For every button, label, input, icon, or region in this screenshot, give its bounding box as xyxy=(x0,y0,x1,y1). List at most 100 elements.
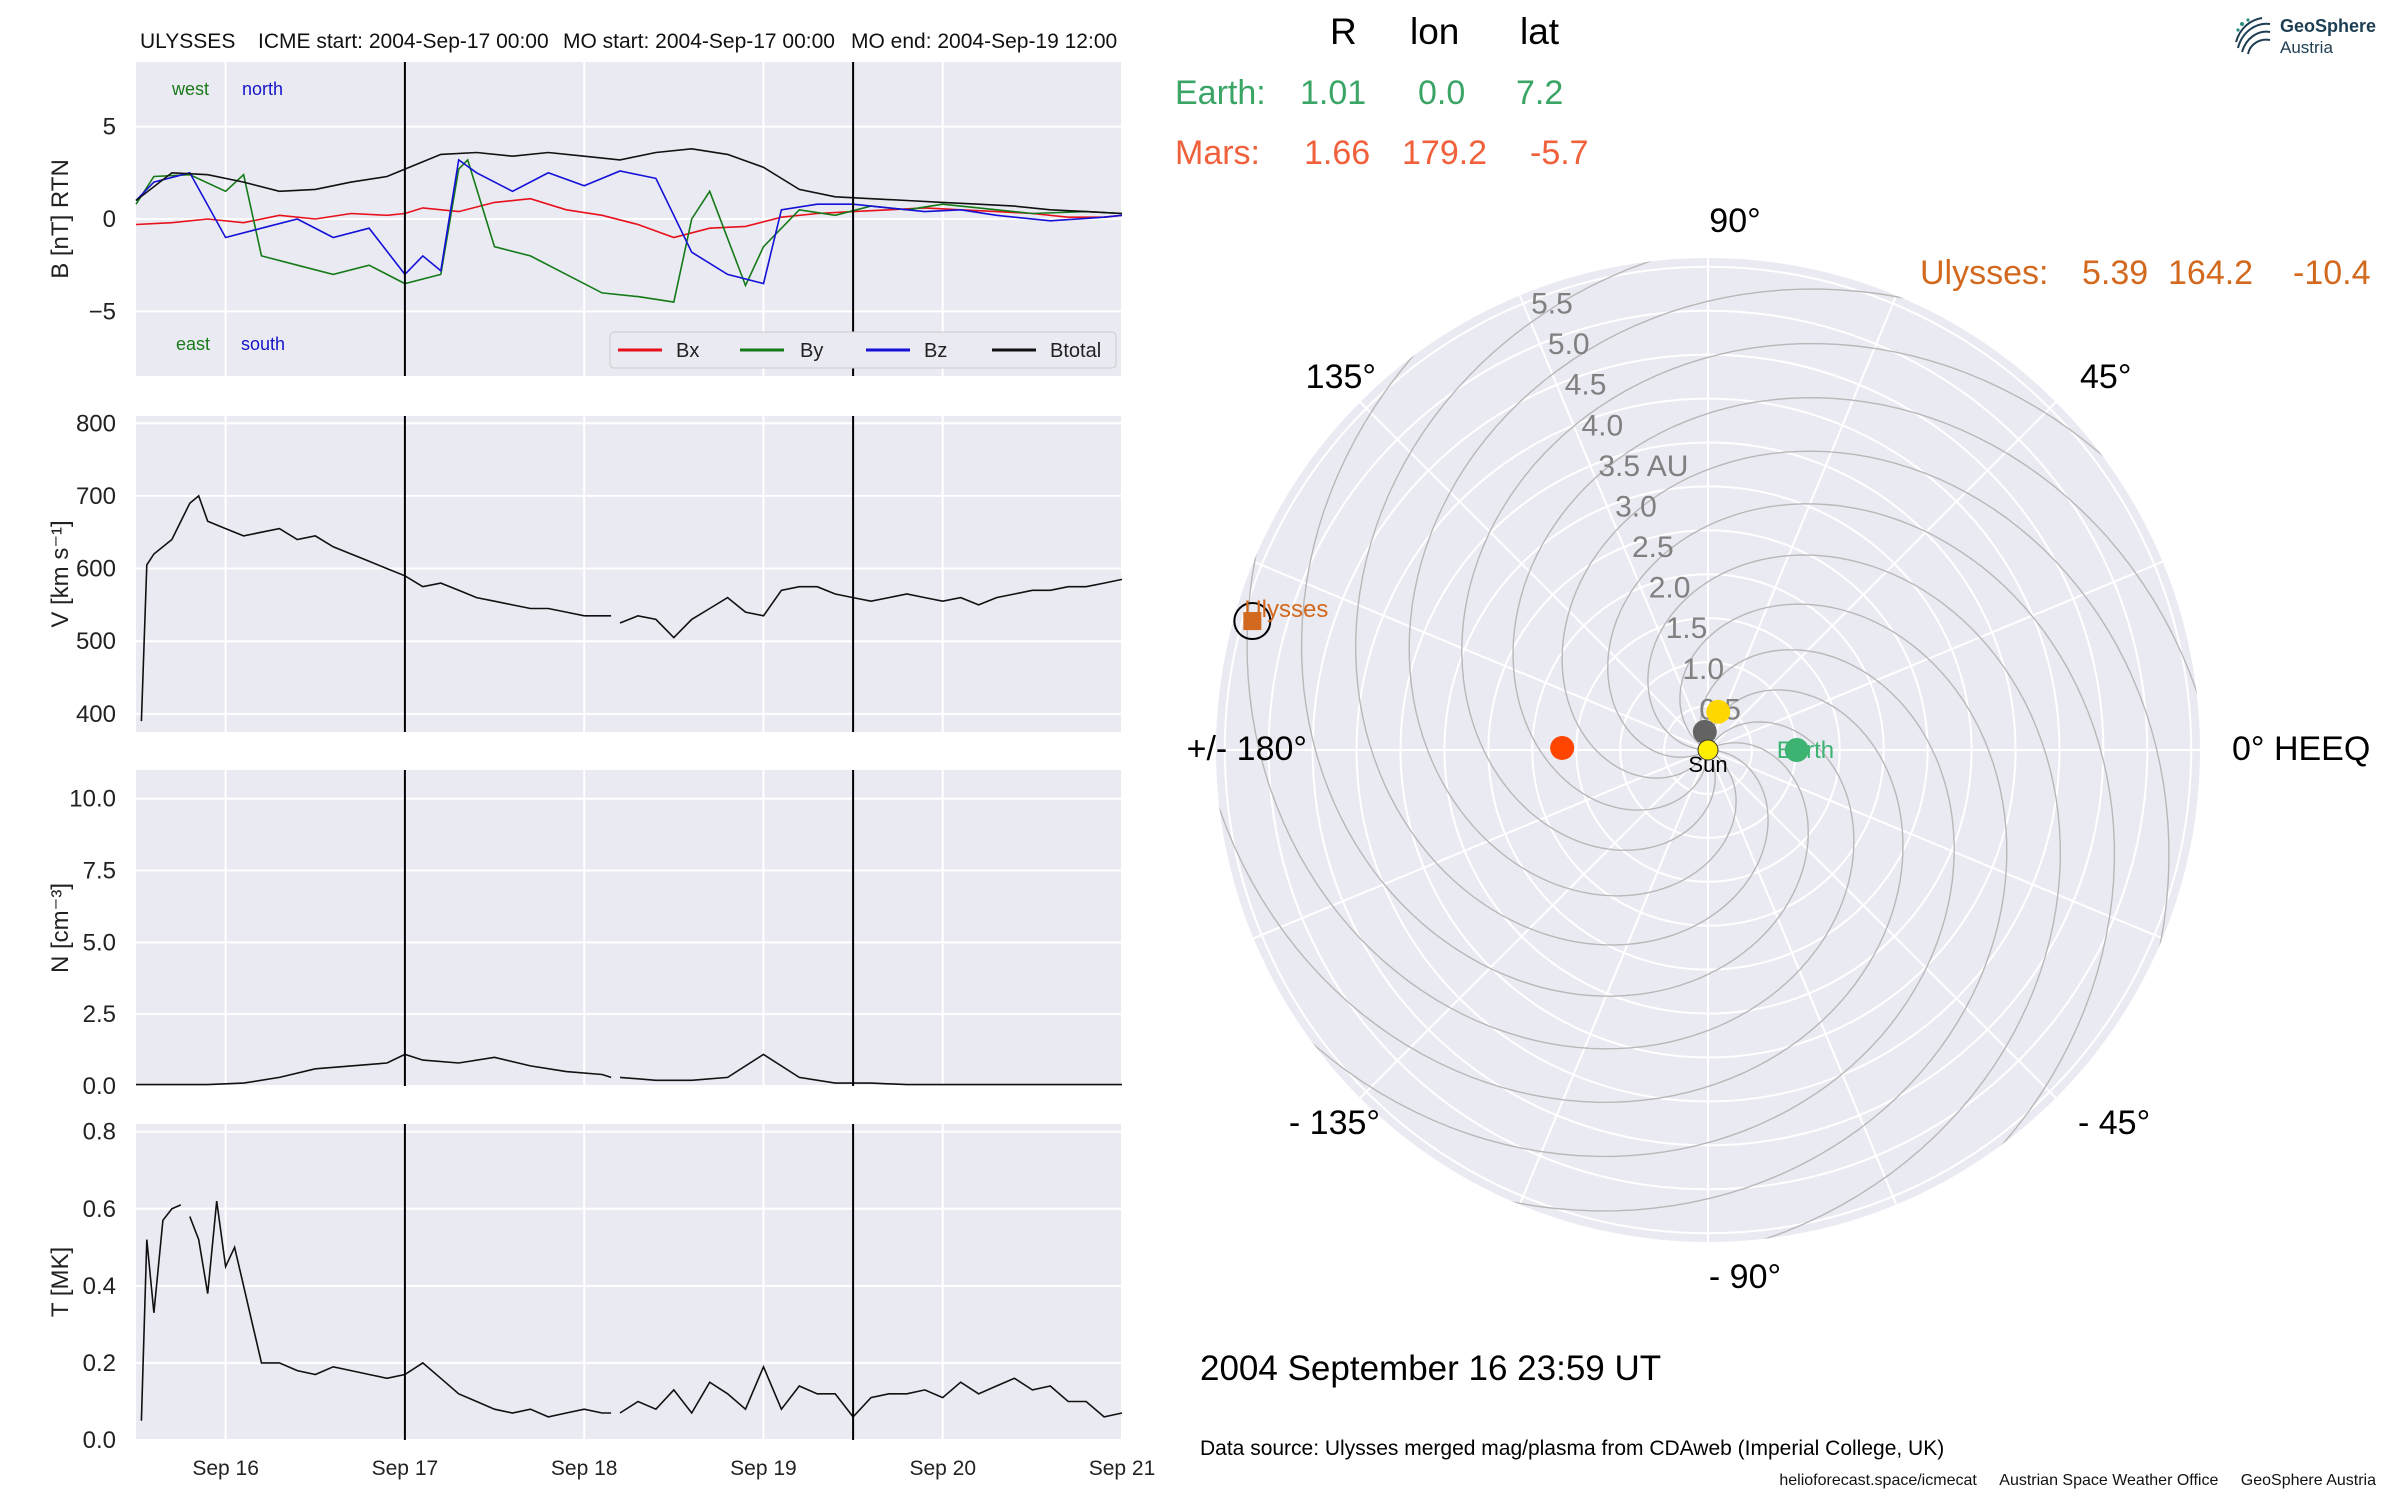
earth-label: Earth xyxy=(1777,737,1834,764)
x-tick-label: Sep 18 xyxy=(551,1457,618,1480)
header-mo-end: MO end: 2004-Sep-19 12:00 xyxy=(851,30,1117,53)
angle-label: - 45° xyxy=(2078,1104,2150,1142)
y-tick-label: −5 xyxy=(89,298,116,325)
logo-line1: GeoSphere xyxy=(2280,16,2377,36)
mars-marker xyxy=(1550,735,1575,760)
header-mo-start: MO start: 2004-Sep-17 00:00 xyxy=(563,30,835,53)
radial-tick-label: 3.5 AU xyxy=(1598,450,1688,483)
legend-label: By xyxy=(800,340,823,362)
radial-tick-label: 5.0 xyxy=(1548,328,1590,361)
angular-spoke xyxy=(1707,560,2163,751)
y-tick-label: 2.5 xyxy=(83,1001,116,1028)
y-axis-label: N [cm⁻³] xyxy=(47,883,74,973)
angular-spoke xyxy=(1253,560,1709,751)
legend-label: Btotal xyxy=(1050,340,1101,362)
col-lat: lat xyxy=(1520,11,1560,52)
series-line xyxy=(140,1204,182,1421)
series-line xyxy=(619,1364,1123,1419)
geosphere-logo: GeoSphere Austria xyxy=(2232,14,2382,64)
x-tick-label: Sep 19 xyxy=(730,1457,797,1480)
direction-annotation: west xyxy=(171,79,209,99)
footer-org: GeoSphere Austria xyxy=(2240,1472,2376,1489)
radial-tick-label: 4.5 xyxy=(1565,369,1607,402)
legend-label: Bx xyxy=(676,340,699,362)
mercury-marker xyxy=(1692,719,1717,744)
venus-marker xyxy=(1706,699,1731,724)
header-spacecraft: ULYSSES xyxy=(140,30,235,53)
ulysses-marker xyxy=(1243,612,1262,631)
angle-label: +/- 180° xyxy=(1187,730,1307,768)
angle-label: 135° xyxy=(1306,358,1376,396)
angular-spoke xyxy=(1359,401,1709,751)
angle-label: - 135° xyxy=(1289,1104,1380,1142)
col-r: R xyxy=(1330,11,1357,52)
legend-box xyxy=(609,331,1117,369)
series-line xyxy=(189,1200,612,1418)
angular-spoke xyxy=(1707,295,1898,751)
earth-marker xyxy=(1784,738,1809,762)
direction-annotation: north xyxy=(242,79,283,99)
panel-background xyxy=(136,770,1122,1086)
parker-spiral-line xyxy=(1216,554,2062,1242)
x-tick-label: Sep 20 xyxy=(909,1457,976,1480)
sun-label: Sun xyxy=(1688,752,1727,777)
angular-spoke xyxy=(1707,401,2057,751)
y-tick-label: 10.0 xyxy=(69,786,116,813)
logo-line2: Austria xyxy=(2280,38,2333,57)
parker-spiral-line xyxy=(1216,258,1955,1158)
series-line xyxy=(619,1053,1122,1086)
x-tick-label: Sep 17 xyxy=(372,1457,439,1480)
geosphere-logo-icon xyxy=(2235,17,2271,55)
parker-spiral-line xyxy=(1512,396,2200,1242)
angle-label: 0° HEEQ xyxy=(2232,730,2370,768)
parker-spiral-line xyxy=(1461,342,2200,1242)
direction-annotation: south xyxy=(241,334,285,354)
mars-label: Mars: xyxy=(1175,134,1260,172)
y-axis-label: T [MK] xyxy=(47,1247,74,1317)
y-tick-label: 600 xyxy=(76,556,116,583)
time-series-panels: −5 0 5 B [nT] RTN west north east south Bx By Bz Bt… xyxy=(47,62,1155,1480)
panel-0: −5 0 5 B [nT] RTN west north east south Bx By Bz Bt… xyxy=(47,62,1123,376)
ulysses-lat: -10.4 xyxy=(2293,254,2371,292)
angular-spoke xyxy=(1707,749,1898,1205)
polar-orbit-plot: 0.51.01.52.02.53.03.5 AU4.04.55.05.50° H… xyxy=(1187,202,2371,1296)
y-axis-label: V [km s⁻¹] xyxy=(47,520,74,627)
y-tick-label: 0.8 xyxy=(83,1119,116,1146)
x-tick-label: Sep 21 xyxy=(1089,1457,1156,1480)
earth-lat: 7.2 xyxy=(1516,74,1563,112)
y-tick-label: 5.0 xyxy=(83,929,116,956)
radial-tick-label: 1.0 xyxy=(1682,653,1724,686)
mars-lon: 179.2 xyxy=(1402,134,1487,172)
direction-annotation: east xyxy=(176,334,210,354)
series-line xyxy=(135,147,1123,215)
legend-label: Bz xyxy=(924,340,947,362)
parker-spiral-line xyxy=(1216,503,2116,1242)
ulysses-label: Ulysses xyxy=(1244,596,1328,623)
source-text: Data source: Ulysses merged mag/plasma f… xyxy=(1200,1437,1944,1460)
y-tick-label: 0.0 xyxy=(83,1073,116,1100)
ulysses-lon: 164.2 xyxy=(2168,254,2253,292)
radial-tick-label: 5.5 xyxy=(1531,288,1573,321)
radial-tick-label: 2.5 xyxy=(1632,531,1674,564)
parker-spiral-line xyxy=(1216,258,1904,1104)
y-tick-label: 5 xyxy=(103,114,116,141)
series-line xyxy=(140,494,612,722)
earth-r: 1.01 xyxy=(1300,74,1366,112)
y-tick-label: 0.4 xyxy=(83,1273,116,1300)
footer: helioforecast.space/icmecat Austrian Spa… xyxy=(1761,1472,2376,1490)
radial-tick-label: 1.5 xyxy=(1666,612,1708,645)
header-icme-start: ICME start: 2004-Sep-17 00:00 xyxy=(258,30,549,53)
footer-office: Austrian Space Weather Office xyxy=(1999,1472,2219,1489)
y-axis-label: B [nT] RTN xyxy=(47,159,74,279)
series-line xyxy=(135,158,1123,285)
angular-spoke xyxy=(1707,749,2057,1099)
sun-marker xyxy=(1697,739,1719,761)
mars-r: 1.66 xyxy=(1304,134,1370,172)
date-text: 2004 September 16 23:59 UT xyxy=(1200,1349,1661,1388)
angular-spoke xyxy=(1518,295,1709,751)
footer-link[interactable]: helioforecast.space/icmecat xyxy=(1779,1472,1977,1489)
earth-label: Earth: xyxy=(1175,74,1266,112)
y-tick-label: 400 xyxy=(76,701,116,728)
radial-tick-label: 4.0 xyxy=(1582,409,1624,442)
